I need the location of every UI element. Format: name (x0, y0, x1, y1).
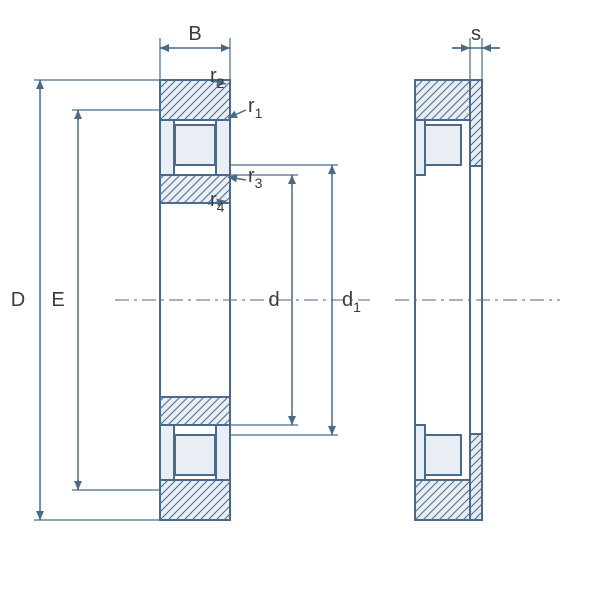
svg-text:d: d (268, 289, 279, 311)
svg-text:s: s (471, 23, 481, 45)
svg-text:B: B (188, 23, 201, 45)
svg-text:r3: r3 (248, 165, 263, 191)
svg-text:d1: d1 (342, 289, 361, 315)
svg-text:D: D (11, 289, 25, 311)
svg-text:E: E (51, 289, 64, 311)
svg-text:r1: r1 (248, 95, 263, 121)
bearing-cross-section-diagram: BsDEdd1r2r1r3r4 (0, 0, 600, 600)
